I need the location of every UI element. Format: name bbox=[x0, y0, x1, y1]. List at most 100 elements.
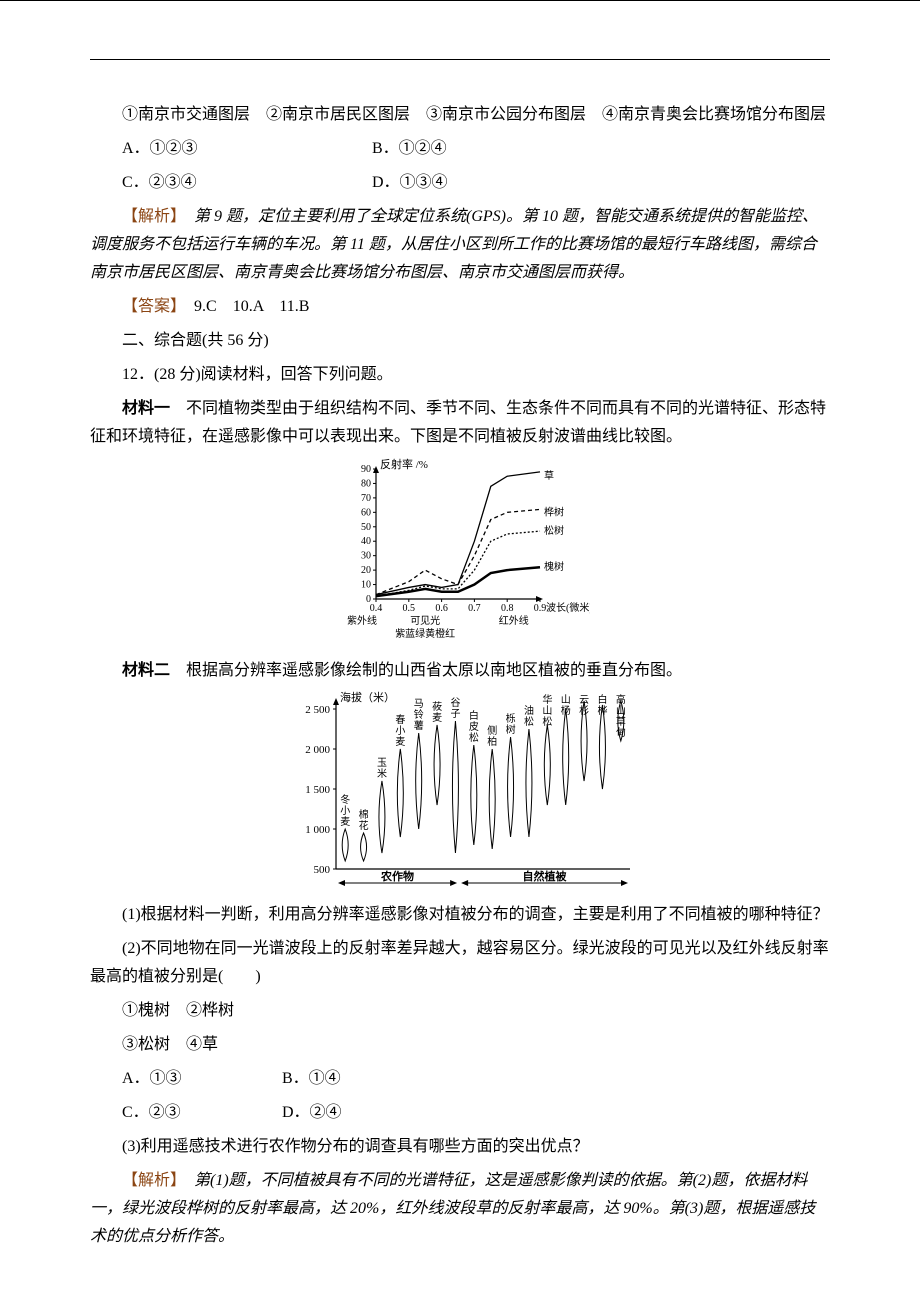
svg-text:桦: 桦 bbox=[597, 704, 607, 717]
section-2-heading: 二、综合题(共 56 分) bbox=[90, 327, 830, 355]
svg-text:云: 云 bbox=[579, 695, 589, 706]
svg-text:树: 树 bbox=[506, 723, 516, 736]
svg-text:80: 80 bbox=[361, 478, 371, 489]
svg-text:90: 90 bbox=[361, 464, 371, 475]
spectral-chart-svg: 01020304050607080900.40.50.60.70.80.9反射率… bbox=[330, 457, 590, 647]
analysis-2: 【解析】 第(1)题，不同植被具有不同的光谱特征，这是遥感影像判读的依据。第(2… bbox=[90, 1167, 830, 1251]
svg-text:山: 山 bbox=[542, 705, 552, 717]
q11-opt-a: A．①②③ bbox=[90, 135, 340, 163]
svg-text:60: 60 bbox=[361, 507, 371, 518]
svg-text:米: 米 bbox=[377, 767, 387, 780]
q12-mat1: 材料一 不同植物类型由于组织结构不同、季节不同、生态条件不同而具有不同的光谱特征… bbox=[90, 395, 830, 451]
q11-options-row2: C．②③④ D．①③④ bbox=[90, 169, 830, 197]
svg-text:杨: 杨 bbox=[561, 704, 571, 717]
q12-sub2-options-row2: C．②③ D．②④ bbox=[90, 1099, 830, 1127]
svg-text:栎: 栎 bbox=[506, 712, 516, 725]
analysis-2-body: 第(1)题，不同植被具有不同的光谱特征，这是遥感影像判读的依据。第(2)题，依据… bbox=[90, 1172, 815, 1245]
svg-text:松树: 松树 bbox=[544, 524, 564, 537]
svg-text:棉: 棉 bbox=[359, 808, 369, 821]
svg-text:0.4: 0.4 bbox=[370, 603, 383, 614]
svg-text:薯: 薯 bbox=[414, 719, 424, 732]
q12-sub2-opt-a: A．①③ bbox=[90, 1065, 250, 1093]
q11-opt-d: D．①③④ bbox=[340, 169, 590, 197]
svg-text:麦: 麦 bbox=[340, 816, 350, 828]
q12-sub2-opt-b: B．①④ bbox=[250, 1065, 410, 1093]
svg-text:草: 草 bbox=[544, 470, 554, 482]
q12-mat1-label: 材料一 bbox=[122, 400, 170, 417]
q12-mat2: 材料二 根据高分辨率遥感影像绘制的山西省太原以南地区植被的垂直分布图。 bbox=[90, 657, 830, 685]
analysis-1-body: 第 9 题，定位主要利用了全球定位系统(GPS)。第 10 题，智能交通系统提供… bbox=[90, 208, 818, 281]
svg-text:70: 70 bbox=[361, 493, 371, 504]
svg-text:小: 小 bbox=[340, 805, 350, 817]
svg-text:槐树: 槐树 bbox=[544, 560, 564, 573]
svg-text:20: 20 bbox=[361, 565, 371, 576]
svg-text:玉: 玉 bbox=[377, 758, 387, 769]
svg-text:白: 白 bbox=[469, 709, 479, 722]
answer-1-body: 9.C 10.A 11.B bbox=[178, 298, 309, 315]
svg-text:紫外线: 紫外线 bbox=[347, 614, 377, 627]
svg-text:白: 白 bbox=[597, 693, 607, 706]
q11-options-row1: A．①②③ B．①②④ bbox=[90, 135, 830, 163]
svg-text:侧: 侧 bbox=[487, 724, 497, 737]
svg-text:可见光: 可见光 bbox=[410, 614, 440, 627]
q12-mat2-body: 根据高分辨率遥感影像绘制的山西省太原以南地区植被的垂直分布图。 bbox=[170, 662, 682, 679]
svg-text:10: 10 bbox=[361, 580, 371, 591]
svg-text:1 000: 1 000 bbox=[305, 824, 330, 836]
svg-text:甸: 甸 bbox=[616, 726, 626, 739]
svg-text:莜: 莜 bbox=[432, 700, 442, 713]
q12-mat1-body: 不同植物类型由于组织结构不同、季节不同、生态条件不同而具有不同的光谱特征、形态特… bbox=[90, 400, 826, 445]
altitude-chart-svg: 5001 0001 5002 0002 500海拔（米）冬小麦棉花玉米春小麦马铃… bbox=[280, 691, 640, 891]
svg-text:波长(微米): 波长(微米) bbox=[546, 601, 590, 614]
svg-text:油: 油 bbox=[524, 704, 534, 717]
q12-sub2-options-row1: A．①③ B．①④ bbox=[90, 1065, 830, 1093]
svg-text:紫蓝绿黄橙红: 紫蓝绿黄橙红 bbox=[395, 627, 455, 640]
svg-text:山: 山 bbox=[616, 705, 626, 717]
svg-text:皮: 皮 bbox=[469, 720, 479, 733]
svg-text:柏: 柏 bbox=[487, 735, 497, 748]
svg-text:春: 春 bbox=[395, 714, 405, 726]
analysis-2-label: 【解析】 bbox=[122, 1172, 178, 1189]
svg-text:冬: 冬 bbox=[340, 793, 350, 806]
q12-sub2-opt-c: C．②③ bbox=[90, 1099, 250, 1127]
svg-text:2 500: 2 500 bbox=[305, 704, 330, 716]
svg-text:0.8: 0.8 bbox=[501, 603, 514, 614]
svg-text:0.5: 0.5 bbox=[403, 603, 416, 614]
analysis-1: 【解析】 第 9 题，定位主要利用了全球定位系统(GPS)。第 10 题，智能交… bbox=[90, 203, 830, 287]
q11-stems: ①南京市交通图层 ②南京市居民区图层 ③南京市公园分布图层 ④南京青奥会比赛场馆… bbox=[90, 101, 830, 129]
svg-text:山: 山 bbox=[561, 694, 571, 706]
svg-text:杉: 杉 bbox=[579, 704, 589, 717]
svg-text:2 000: 2 000 bbox=[305, 744, 330, 756]
svg-text:草: 草 bbox=[616, 716, 626, 728]
q11-opt-b: B．①②④ bbox=[340, 135, 590, 163]
answer-1-label: 【答案】 bbox=[122, 298, 178, 315]
svg-text:谷: 谷 bbox=[450, 697, 460, 709]
q12-sub2: (2)不同地物在同一光谱波段上的反射率差异越大，越容易区分。绿光波段的可见光以及… bbox=[90, 935, 830, 991]
q12-sub2-items2: ③松树 ④草 bbox=[90, 1031, 830, 1059]
svg-text:农作物: 农作物 bbox=[380, 869, 414, 883]
svg-text:50: 50 bbox=[361, 522, 371, 533]
svg-text:500: 500 bbox=[314, 864, 331, 876]
svg-text:40: 40 bbox=[361, 536, 371, 547]
svg-text:自然植被: 自然植被 bbox=[523, 869, 568, 883]
svg-text:小: 小 bbox=[395, 725, 405, 737]
q12-stem: 12．(28 分)阅读材料，回答下列问题。 bbox=[90, 361, 830, 389]
svg-text:马: 马 bbox=[414, 698, 424, 710]
svg-text:海拔（米）: 海拔（米） bbox=[340, 691, 395, 704]
q12-sub1: (1)根据材料一判断，利用高分辨率遥感影像对植被分布的调查，主要是利用了不同植被… bbox=[90, 901, 830, 929]
svg-text:桦树: 桦树 bbox=[544, 505, 564, 518]
q12-sub2-opt-d: D．②④ bbox=[250, 1099, 410, 1127]
answer-1: 【答案】 9.C 10.A 11.B bbox=[90, 293, 830, 321]
svg-text:花: 花 bbox=[359, 819, 369, 832]
svg-text:松: 松 bbox=[542, 715, 552, 728]
q12-sub2-items1: ①槐树 ②桦树 bbox=[90, 997, 830, 1025]
svg-text:子: 子 bbox=[450, 708, 460, 720]
svg-text:高: 高 bbox=[616, 693, 626, 706]
svg-text:松: 松 bbox=[469, 731, 479, 744]
svg-text:0.7: 0.7 bbox=[468, 603, 481, 614]
svg-text:华: 华 bbox=[542, 693, 552, 706]
svg-text:0.6: 0.6 bbox=[435, 603, 448, 614]
analysis-1-label: 【解析】 bbox=[122, 208, 178, 225]
svg-text:铃: 铃 bbox=[414, 708, 424, 721]
svg-text:麦: 麦 bbox=[432, 712, 442, 724]
figure-2-altitude-chart: 5001 0001 5002 0002 500海拔（米）冬小麦棉花玉米春小麦马铃… bbox=[90, 691, 830, 891]
